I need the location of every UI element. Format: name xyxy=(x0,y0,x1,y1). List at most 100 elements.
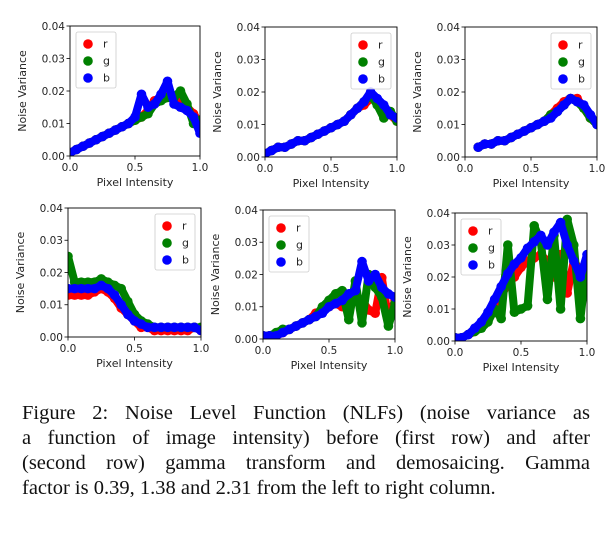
data-points xyxy=(455,214,587,341)
point-b xyxy=(149,322,160,333)
legend-label: g xyxy=(378,56,385,69)
legend-marker-r xyxy=(558,40,568,50)
chart-panel: 0.0 0.5 1.0 0.00 0.01 0.02 0.03 0.04 Pixel Inten… xyxy=(16,21,208,189)
x-axis-label: Pixel Intensity xyxy=(96,357,173,370)
legend-label: r xyxy=(182,220,187,233)
legend-marker-g xyxy=(558,57,568,67)
legend-box xyxy=(350,32,392,90)
point-b xyxy=(365,87,376,97)
y-tick-label: 0.03 xyxy=(437,54,460,66)
legend-box xyxy=(154,213,196,271)
legend-label: b xyxy=(578,73,585,86)
y-tick-label: 0.01 xyxy=(437,119,460,131)
point-b xyxy=(103,283,113,294)
point-b xyxy=(379,100,389,110)
x-axis-label: Pixel Intensity xyxy=(97,176,174,189)
series-b xyxy=(70,76,200,156)
y-tick-label: 0.03 xyxy=(42,53,65,65)
legend-marker-r xyxy=(162,221,172,231)
point-b xyxy=(582,249,587,260)
chart-panel: 0.0 0.5 1.0 0.00 0.01 0.02 0.03 0.04 Pixel Inten… xyxy=(211,22,405,190)
data-points xyxy=(473,93,597,153)
point-g xyxy=(357,318,367,328)
point-b xyxy=(116,299,126,310)
point-b xyxy=(169,322,180,333)
point-b xyxy=(542,240,553,250)
legend-label: g xyxy=(103,55,110,68)
y-tick-label: 0.02 xyxy=(235,269,258,281)
chart-panel: 0.0 0.5 1.0 0.00 0.01 0.02 0.03 0.04 Pixel Inten… xyxy=(14,203,209,370)
y-axis-label: Noise Variance xyxy=(211,51,224,133)
x-tick-label: 1.0 xyxy=(579,347,596,359)
y-tick-label: 0.03 xyxy=(427,240,450,252)
point-b xyxy=(182,105,192,116)
point-b xyxy=(559,100,569,110)
y-tick-label: 0.03 xyxy=(237,54,260,66)
legend-box xyxy=(75,31,117,89)
point-b xyxy=(188,112,199,122)
x-tick-label: 1.0 xyxy=(193,343,210,355)
y-tick-label: 0.00 xyxy=(437,152,460,164)
data-points xyxy=(68,251,201,336)
point-b xyxy=(569,256,579,266)
x-tick-label: 0.5 xyxy=(126,343,143,355)
point-g xyxy=(383,321,394,331)
point-b xyxy=(546,113,556,123)
point-b xyxy=(83,283,93,294)
point-b xyxy=(493,135,503,146)
point-b xyxy=(123,118,134,129)
legend-label: b xyxy=(103,72,110,85)
point-g xyxy=(529,221,539,231)
point-b xyxy=(562,240,572,250)
legend-box xyxy=(268,215,310,273)
y-tick-label: 0.04 xyxy=(40,203,64,215)
data-points xyxy=(263,256,395,339)
point-b xyxy=(350,285,361,296)
legend-label: r xyxy=(296,222,301,235)
legend-label: g xyxy=(488,242,495,255)
point-b xyxy=(156,322,166,333)
legend-marker-r xyxy=(468,226,478,236)
series-b xyxy=(265,87,397,157)
point-b xyxy=(346,109,356,120)
point-b xyxy=(359,96,369,107)
y-axis-label: Noise Variance xyxy=(209,234,222,316)
point-b xyxy=(592,119,597,130)
point-g xyxy=(503,240,513,250)
point-b xyxy=(109,290,120,300)
point-b xyxy=(182,322,193,333)
x-tick-label: 0.5 xyxy=(523,163,540,175)
y-tick-label: 0.02 xyxy=(237,87,260,99)
point-g xyxy=(68,251,73,262)
point-b xyxy=(509,259,520,270)
x-tick-label: 1.0 xyxy=(389,163,406,175)
y-tick-label: 0.00 xyxy=(40,332,63,344)
point-b xyxy=(130,112,140,122)
point-b xyxy=(317,308,328,319)
y-axis-label: Noise Variance xyxy=(16,50,29,132)
legend-label: g xyxy=(182,237,189,250)
x-tick-label: 0.0 xyxy=(457,163,474,175)
point-b xyxy=(357,256,367,267)
y-tick-label: 0.01 xyxy=(42,118,65,130)
series-b xyxy=(68,280,201,336)
point-b xyxy=(69,283,80,294)
x-axis-label: Pixel Intensity xyxy=(291,359,368,372)
legend-marker-r xyxy=(276,223,286,233)
y-tick-label: 0.02 xyxy=(40,267,63,279)
x-tick-label: 0.5 xyxy=(513,347,530,359)
point-b xyxy=(196,325,201,336)
legend-marker-b xyxy=(558,74,568,84)
point-g xyxy=(555,304,566,314)
y-axis-label: Noise Variance xyxy=(401,236,414,318)
legend-marker-r xyxy=(358,40,368,50)
data-points xyxy=(265,87,397,157)
point-b xyxy=(352,103,363,114)
y-tick-label: 0.00 xyxy=(237,152,260,164)
x-axis-label: Pixel Intensity xyxy=(483,361,560,374)
legend-marker-b xyxy=(468,260,478,270)
legend: rgb xyxy=(154,213,196,271)
point-b xyxy=(470,323,480,334)
y-tick-label: 0.04 xyxy=(235,205,259,217)
point-b xyxy=(480,139,490,149)
